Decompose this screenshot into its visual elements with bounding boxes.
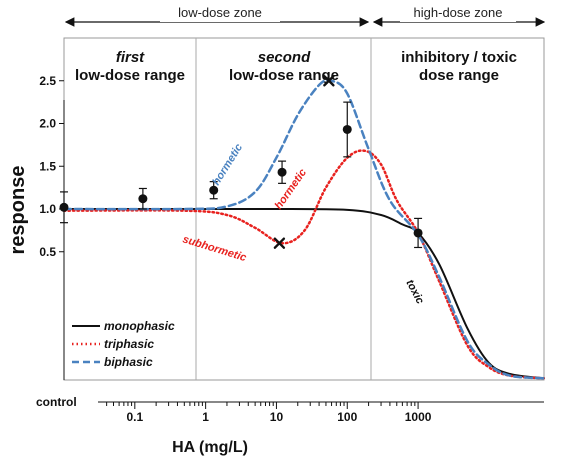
y-tick-label: 0.5 [39, 245, 56, 259]
x-tick-label: 10 [270, 410, 284, 424]
data-point [138, 194, 148, 204]
x-tick-label: 1000 [405, 410, 432, 424]
x-tick-label: 1 [202, 410, 209, 424]
annotation-toxic: toxic [403, 278, 426, 306]
region3-title-line2: dose range [419, 67, 499, 84]
data-point [209, 185, 219, 195]
low-dose-zone-label: low-dose zone [178, 5, 262, 20]
legend-label-biphasic: biphasic [104, 355, 153, 369]
y-axis-title: response [7, 166, 29, 255]
legend-label-monophasic: monophasic [104, 319, 175, 333]
legend-label-triphasic: triphasic [104, 337, 154, 351]
high-dose-zone-label: high-dose zone [414, 5, 503, 20]
curves [62, 78, 546, 380]
region3-title: inhibitory / toxic [401, 49, 517, 66]
annotation-hormetic-blue: hormetic [210, 142, 245, 188]
data-points [59, 101, 423, 249]
y-tick-label: 2.5 [39, 74, 56, 88]
x-tick-label: 100 [337, 410, 357, 424]
x-tick-label: 0.1 [126, 410, 143, 424]
y-tick-label: 2.0 [39, 117, 56, 131]
markers [273, 75, 335, 249]
data-point [342, 124, 352, 134]
legend: monophasic triphasic biphasic [72, 319, 175, 369]
x-marker [273, 237, 286, 249]
data-point [413, 228, 423, 238]
y-ticks: 0.5 1.0 1.5 2.0 2.5 [39, 74, 64, 259]
region2-title: low-dose range [229, 67, 339, 84]
region1-title-italic: first [116, 49, 145, 66]
y-tick-label: 1.5 [39, 159, 56, 173]
x-axis-control-label: control [36, 395, 77, 409]
region2-title-italic: second [258, 49, 311, 66]
region1-title: low-dose range [75, 67, 185, 84]
x-axis-title: HA (mg/L) [172, 439, 248, 456]
x-marker [323, 75, 335, 87]
series-line-triphasic [62, 149, 546, 380]
data-point [59, 202, 69, 212]
annotation-subhormetic: subhormetic [181, 233, 248, 264]
y-tick-label: 1.0 [39, 202, 56, 216]
series-line-biphasic [62, 78, 546, 380]
data-point [277, 167, 287, 177]
x-ticks: 0.1 1 10 100 1000 [106, 402, 432, 424]
